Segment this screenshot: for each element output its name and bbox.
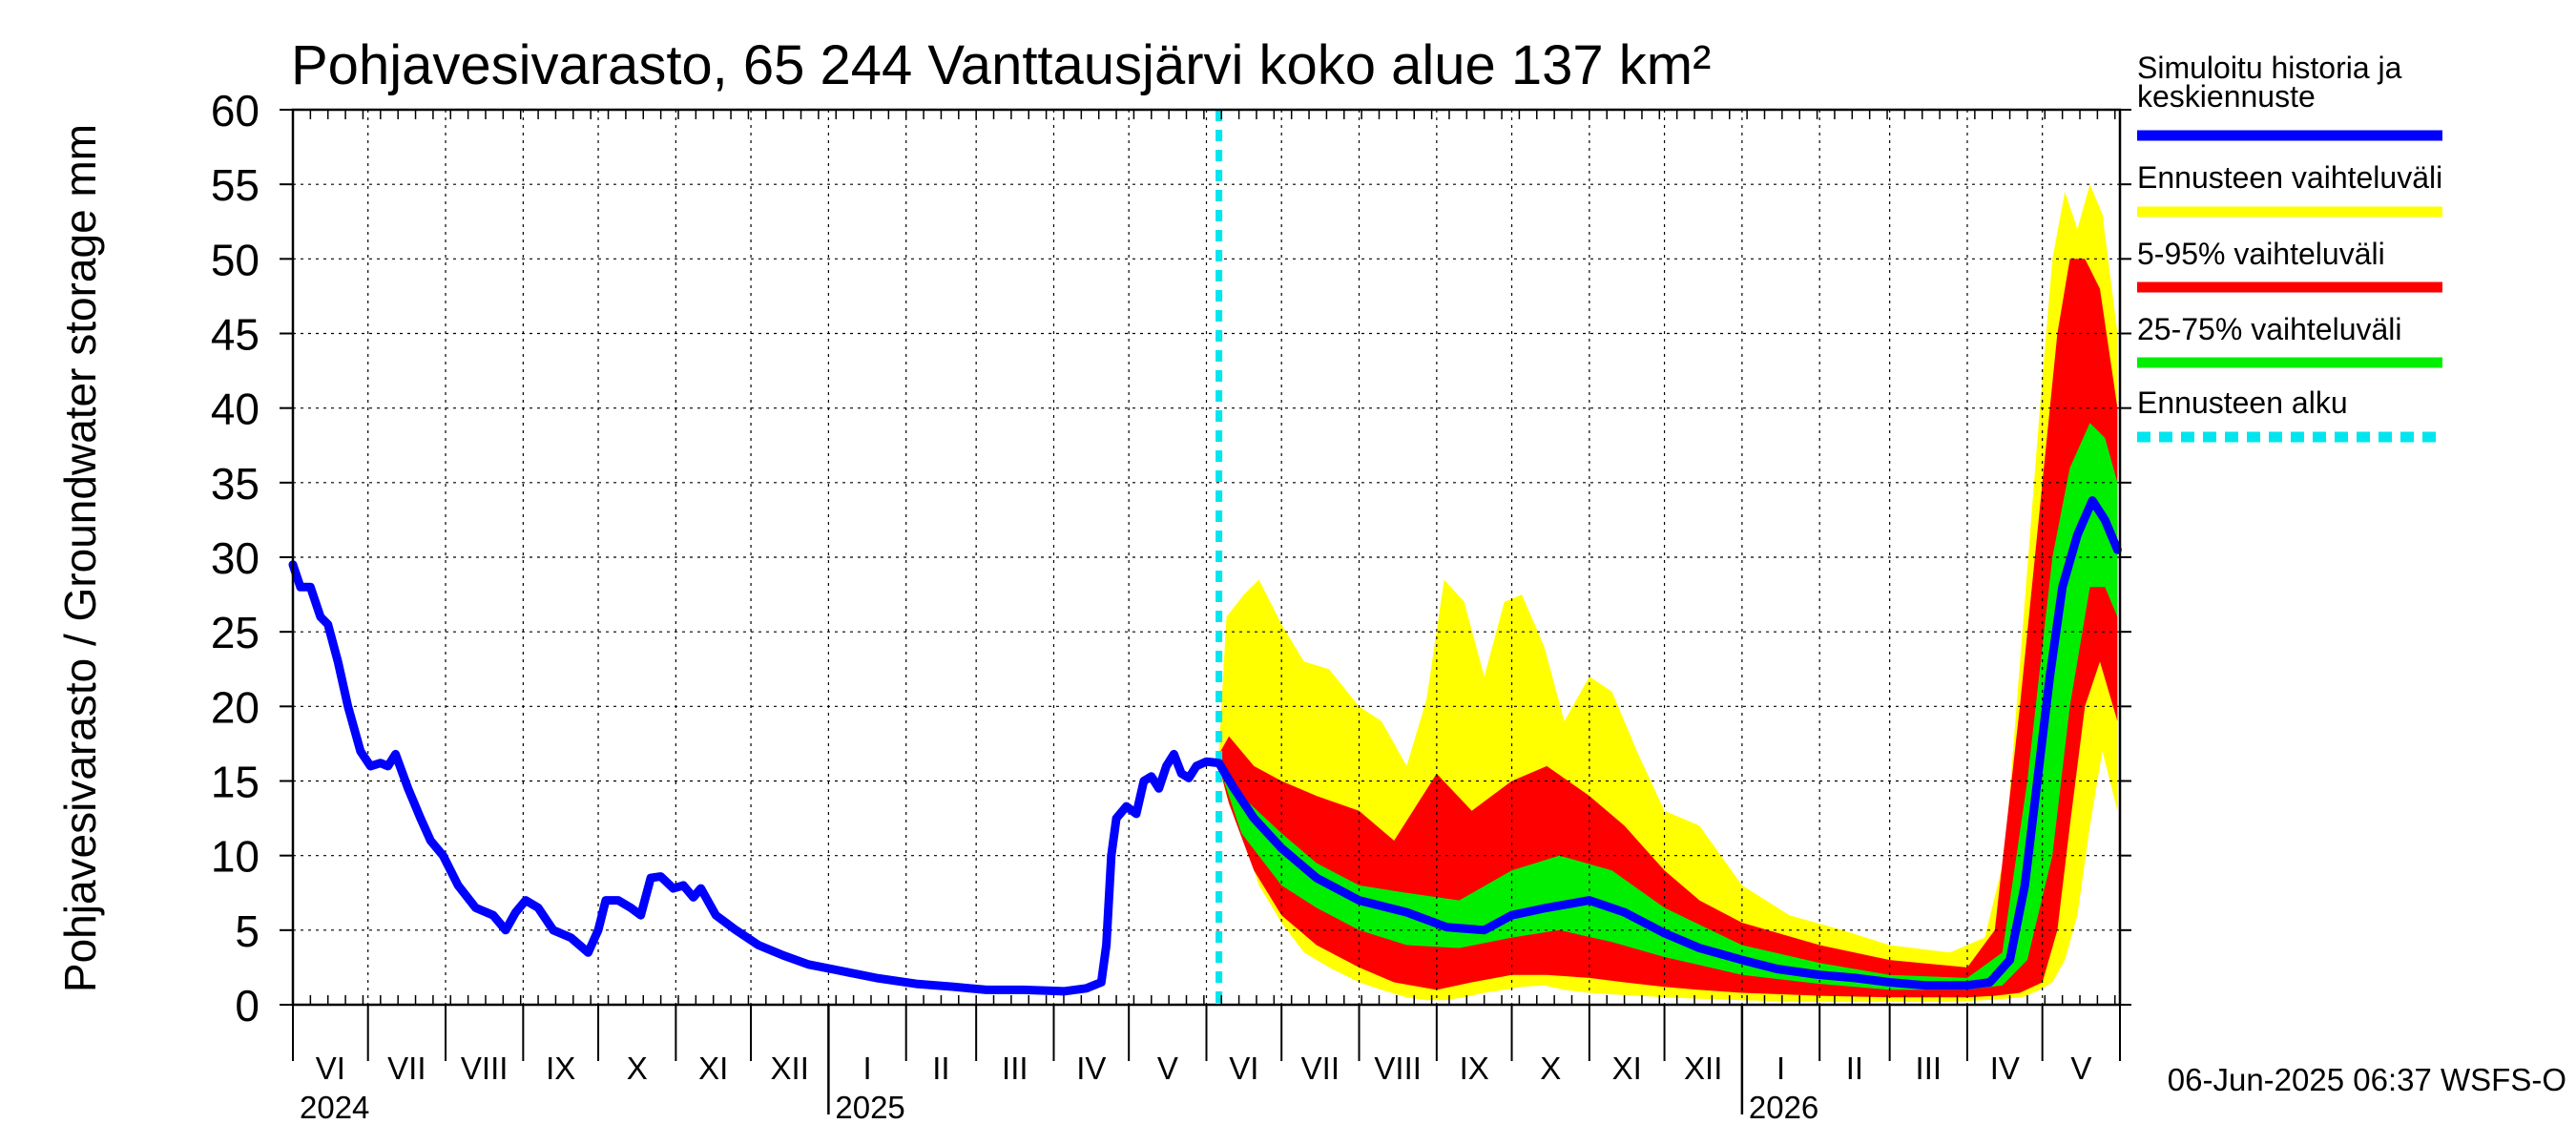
band-2 [1218, 423, 2118, 990]
month-label: XII [1684, 1051, 1722, 1086]
month-label: III [1002, 1051, 1028, 1086]
month-label: XI [1612, 1051, 1642, 1086]
month-label: II [1846, 1051, 1863, 1086]
month-label: XI [698, 1051, 728, 1086]
month-label: VI [1229, 1051, 1258, 1086]
y-axis-label: Pohjavesivarasto / Groundwater storage m… [55, 124, 105, 992]
y-tick-label: 25 [211, 608, 260, 657]
legend-label: 5-95% vaihteluväli [2137, 237, 2385, 271]
band-1 [1218, 259, 2118, 998]
month-label: IV [1990, 1051, 2020, 1086]
y-tick-label: 60 [211, 86, 260, 135]
month-label: II [932, 1051, 949, 1086]
month-label: X [1540, 1051, 1561, 1086]
y-tick-label: 5 [235, 906, 260, 956]
footer-timestamp: 06-Jun-2025 06:37 WSFS-O [2168, 1062, 2566, 1097]
month-label: VI [316, 1051, 345, 1086]
month-label: IV [1076, 1051, 1106, 1086]
month-label: VII [1301, 1051, 1340, 1086]
month-label: IX [1460, 1051, 1489, 1086]
month-label: I [1776, 1051, 1785, 1086]
forecast-bands [1218, 184, 2118, 1002]
median-line [288, 496, 2122, 996]
y-tick-label: 30 [211, 533, 260, 583]
month-label: IX [546, 1051, 575, 1086]
month-label: VIII [1374, 1051, 1422, 1086]
y-tick-label: 35 [211, 459, 260, 509]
month-label: VIII [461, 1051, 509, 1086]
month-label: XII [771, 1051, 809, 1086]
month-label: V [1157, 1051, 1178, 1086]
legend-label: Ennusteen alku [2137, 385, 2348, 420]
y-tick-label: 0 [235, 981, 260, 1030]
legend-label: Ennusteen vaihteluväli [2137, 160, 2442, 195]
legend-label-line2: keskiennuste [2137, 79, 2316, 114]
legend-label: 25-75% vaihteluväli [2137, 312, 2402, 346]
month-label: I [862, 1051, 871, 1086]
year-label: 2024 [300, 1090, 369, 1125]
y-tick-label: 10 [211, 832, 260, 882]
y-tick-label: 55 [211, 160, 260, 210]
y-tick-label: 50 [211, 235, 260, 284]
chart-title: Pohjavesivarasto, 65 244 Vanttausjärvi k… [291, 34, 1711, 96]
month-label: III [1916, 1051, 1942, 1086]
y-tick-label: 40 [211, 385, 260, 434]
year-label: 2025 [835, 1090, 904, 1125]
month-label: V [2070, 1051, 2091, 1086]
month-label: VII [387, 1051, 426, 1086]
y-tick-label: 20 [211, 682, 260, 732]
plot-frame [291, 108, 2122, 1007]
legend-label: Simuloitu historia ja [2137, 51, 2402, 85]
month-label: X [627, 1051, 648, 1086]
year-label: 2026 [1749, 1090, 1818, 1125]
median-line-layer [288, 496, 2122, 996]
y-tick-label: 15 [211, 758, 260, 807]
y-tick-label: 45 [211, 310, 260, 360]
